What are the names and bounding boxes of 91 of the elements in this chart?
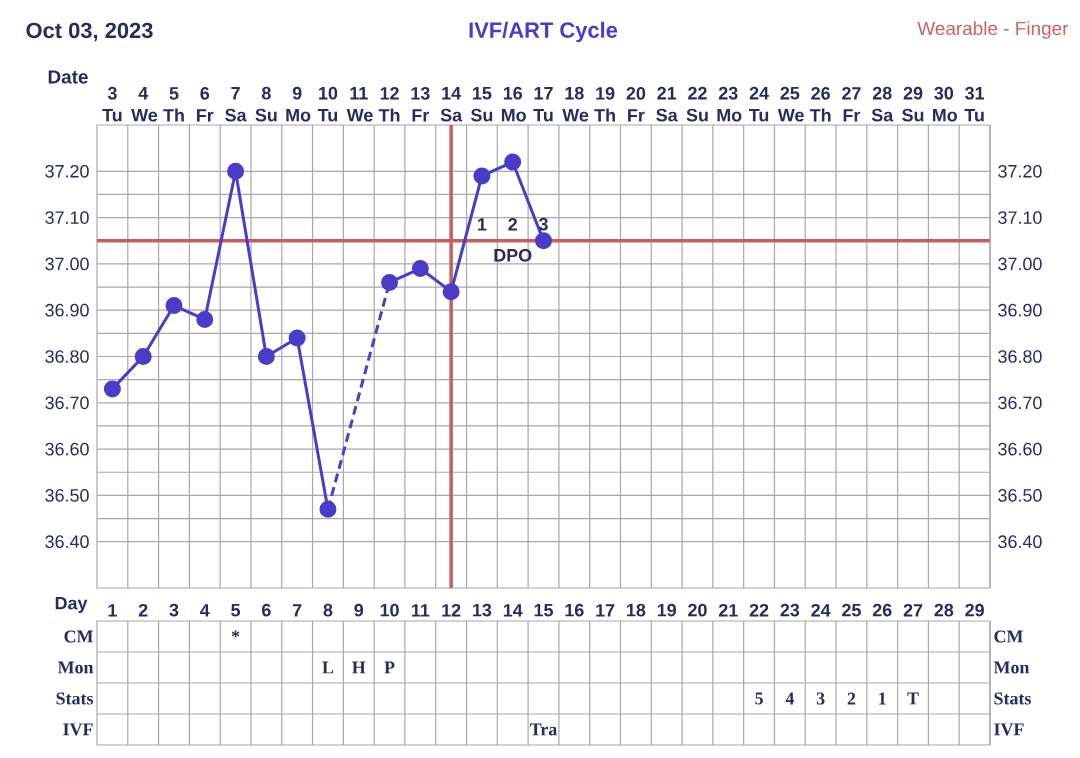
x-tick-label: 14 bbox=[503, 604, 523, 617]
y-tick-label: 36.50 bbox=[45, 489, 89, 502]
y-tick-label: 36.90 bbox=[45, 303, 89, 317]
text: Tra bbox=[530, 723, 558, 736]
text: P bbox=[384, 661, 395, 674]
y-tick-label: 36.70 bbox=[45, 396, 89, 410]
annotation: 1 bbox=[478, 218, 487, 231]
x-tick-label: 16 bbox=[565, 603, 584, 617]
x-tick-label: 29 Su bbox=[902, 86, 924, 122]
x-tick-label: 3 Tu bbox=[102, 86, 122, 122]
x-tick-label: 24 bbox=[811, 603, 831, 617]
x-tick-label: 12 Th bbox=[378, 87, 400, 122]
x-tick-label: 25 We bbox=[777, 86, 804, 122]
text: L bbox=[322, 661, 334, 674]
x-tick-label: 19 Th bbox=[594, 87, 615, 122]
text: Wearable - Finger bbox=[917, 21, 1069, 39]
x-tick-label: 1 bbox=[108, 604, 117, 617]
x-tick-label: 21 Sa bbox=[656, 86, 678, 122]
x-tick-label: 26 Th bbox=[809, 87, 831, 122]
x-tick-label: 27 bbox=[903, 603, 923, 617]
x-tick-label: 5 Th bbox=[163, 87, 184, 122]
x-tick-label: 10 bbox=[380, 603, 399, 617]
x-tick-label: 15 bbox=[534, 603, 553, 617]
text: 4 bbox=[785, 692, 795, 705]
x-tick-label: 7 Sa bbox=[225, 87, 247, 122]
x-tick-label: 6 Fr bbox=[197, 87, 214, 122]
x-tick-label: 16 Mo bbox=[501, 86, 526, 122]
x-tick-label: 18 We bbox=[562, 86, 589, 122]
x-tick-label: 4 bbox=[200, 604, 210, 617]
y-tick-label: 37.00 bbox=[45, 257, 89, 271]
y-tick-label: CM bbox=[994, 630, 1023, 643]
x-tick-label: 5 bbox=[231, 603, 241, 617]
text: 2 bbox=[847, 692, 856, 705]
annotation: 2 bbox=[508, 218, 517, 231]
x-tick-label: 26 bbox=[872, 603, 892, 617]
y-tick-label: 36.60 bbox=[45, 442, 89, 456]
chart-title: IVF/ART Cycle bbox=[469, 21, 618, 43]
x-tick-label: 3 bbox=[169, 603, 179, 617]
y-tick-label: 37.10 bbox=[45, 211, 89, 224]
y-tick-label: Stats bbox=[994, 692, 1031, 705]
x-tick-label: 28 Sa bbox=[871, 86, 894, 122]
text: * bbox=[231, 630, 240, 638]
text: 5 bbox=[755, 692, 763, 705]
x-tick-label: 13 bbox=[473, 603, 492, 617]
x-tick-label: 10 Tu bbox=[317, 86, 338, 122]
x-tick-label: 23 Mo bbox=[717, 86, 742, 122]
annotation: DPO bbox=[494, 248, 532, 262]
x-tick-label: 24 Tu bbox=[748, 86, 769, 122]
x-tick-label: 22 bbox=[749, 603, 769, 617]
y-tick-label: Mon bbox=[993, 661, 1030, 674]
x-tick-label: 17 bbox=[596, 604, 615, 617]
text: T bbox=[907, 692, 919, 705]
x-tick-label: 31 Tu bbox=[964, 86, 985, 122]
x-tick-label: 20 Fr bbox=[626, 87, 646, 122]
y-tick-label: 37.20 bbox=[45, 164, 89, 178]
x-tick-label: 2 bbox=[138, 603, 148, 617]
x-tick-label: 7 bbox=[292, 604, 302, 617]
x-tick-label: 8 bbox=[323, 603, 333, 617]
x-tick-label: 14 Sa bbox=[440, 87, 463, 122]
x-tick-label: 15 Su bbox=[470, 87, 493, 122]
x-tick-label: 25 bbox=[842, 603, 861, 617]
text: 1 bbox=[879, 692, 886, 705]
annotation: 3 bbox=[538, 217, 548, 231]
text: H bbox=[352, 661, 366, 674]
x-tick-label: 9 Mo bbox=[286, 86, 311, 122]
x-tick-label: 23 bbox=[780, 603, 800, 617]
x-tick-label: 11 We bbox=[346, 87, 373, 122]
y-tick-label: 36.40 bbox=[45, 535, 89, 549]
x-axis-title: Day bbox=[55, 596, 88, 614]
x-tick-label: 8 Su bbox=[255, 86, 277, 122]
x-tick-label: 6 bbox=[262, 603, 271, 617]
x-tick-label: 21 bbox=[718, 603, 738, 617]
x-axis-title: Date bbox=[48, 70, 88, 84]
x-tick-label: 11 bbox=[411, 604, 430, 617]
x-tick-label: 20 bbox=[688, 603, 707, 617]
chart-subtitle: Oct 03, 2023 bbox=[26, 22, 153, 42]
x-tick-label: 17 Tu bbox=[533, 87, 553, 122]
x-tick-label: 28 bbox=[934, 603, 954, 617]
x-tick-label: 30 Mo bbox=[933, 86, 958, 122]
x-tick-label: 22 Su bbox=[686, 86, 708, 122]
x-tick-label: 12 bbox=[442, 603, 461, 617]
x-tick-label: 29 bbox=[965, 603, 984, 617]
x-tick-label: 4 We bbox=[131, 87, 158, 122]
text: 3 bbox=[816, 692, 825, 705]
x-tick-label: 13 Fr bbox=[411, 87, 430, 122]
y-tick-label: IVF bbox=[994, 723, 1024, 736]
y-tick-label: 36.80 bbox=[45, 350, 89, 363]
x-tick-label: 9 bbox=[354, 603, 364, 617]
x-tick-label: 18 bbox=[627, 603, 646, 617]
x-tick-label: 19 bbox=[657, 603, 676, 617]
x-tick-label: 27 Fr bbox=[842, 87, 861, 122]
